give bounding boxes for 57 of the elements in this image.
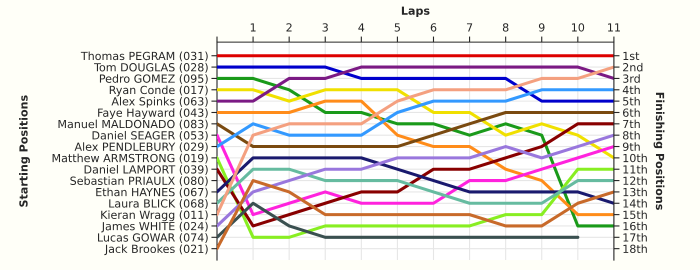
line-series	[217, 88, 614, 160]
x-tick-label: 3	[322, 23, 328, 32]
series-label: James WHITE (024)	[101, 222, 208, 232]
x-tick-label: 10	[572, 23, 584, 32]
series-label: Pedro GOMEZ (095)	[100, 74, 208, 84]
y2-tick-label: 2nd	[623, 62, 642, 72]
series-label: Thomas PEGRAM (031)	[80, 52, 208, 62]
series-label: Laura BLICK (068)	[109, 199, 208, 209]
x-tick-label: 2	[286, 23, 292, 32]
series-label: Ethan HAYNES (067)	[96, 188, 208, 198]
y2-axis-title: Finishing Positions	[654, 92, 664, 210]
y2-tick-label: 15th	[623, 210, 647, 219]
x-tick-label: 5	[394, 23, 400, 32]
line-series	[217, 179, 614, 250]
line-series	[217, 88, 614, 148]
series-label: Jack Brookes (021)	[104, 244, 208, 256]
x-axis-title: Laps	[402, 6, 430, 18]
y2-tick-label: 13th	[623, 188, 647, 196]
y2-tick-label: 18th	[623, 244, 647, 254]
series-label: Daniel SEAGER (053)	[92, 130, 208, 141]
y2-tick-label: 11th	[623, 165, 647, 174]
y2-tick-label: 17th	[623, 233, 647, 242]
y2-tick-label: 12th	[623, 176, 647, 185]
x-tick-label: 6	[430, 23, 436, 32]
y2-tick-label: 14th	[623, 199, 647, 208]
series-label: Lucas GOWAR (074)	[98, 233, 208, 243]
x-tick-label: 11	[608, 23, 620, 32]
x-tick-label: 1	[250, 23, 256, 32]
y2-tick-label: 7th	[623, 120, 640, 128]
line-series	[217, 156, 614, 205]
series-label: Alex PENDLEBURY (029)	[74, 142, 208, 152]
series-label: Manuel MALDONADO (083)	[58, 120, 208, 130]
line-series	[217, 168, 614, 205]
y2-tick-label: 9th	[622, 142, 640, 151]
y2-tick-label: 1st	[623, 52, 640, 60]
y2-tick-label: 3rd	[623, 74, 640, 83]
y2-tick-label: 6th	[623, 108, 640, 117]
y2-tick-label: 8th	[622, 130, 640, 140]
y2-tick-label: 5th	[623, 96, 640, 106]
series-label: Tom DOUGLAS (028)	[94, 62, 208, 73]
x-tick-label: 4	[358, 23, 364, 32]
x-tick-label: 7	[466, 23, 472, 32]
line-series	[217, 100, 614, 216]
x-tick-label: 8	[502, 23, 508, 32]
series-label: Daniel LAMPORT (039)	[84, 165, 208, 175]
series-label: Kieran Wragg (011)	[101, 210, 208, 222]
series-label: Faye Hayward (043)	[98, 108, 208, 120]
text: Sebastian PRIAULX (080)	[70, 176, 208, 186]
line-series	[217, 110, 614, 148]
x-tick-label: 9	[538, 23, 544, 32]
series-label: Matthew ARMSTRONG (019)	[52, 154, 208, 164]
text: Starting Positions	[19, 95, 30, 207]
y2-tick-label: 10th	[623, 154, 647, 162]
y2-tick-label: 4th	[622, 86, 640, 94]
series-label: Ryan Conde (017)	[110, 86, 208, 96]
y2-tick-label: 16th	[623, 222, 647, 230]
series-label: Alex Spinks (063)	[111, 96, 208, 108]
